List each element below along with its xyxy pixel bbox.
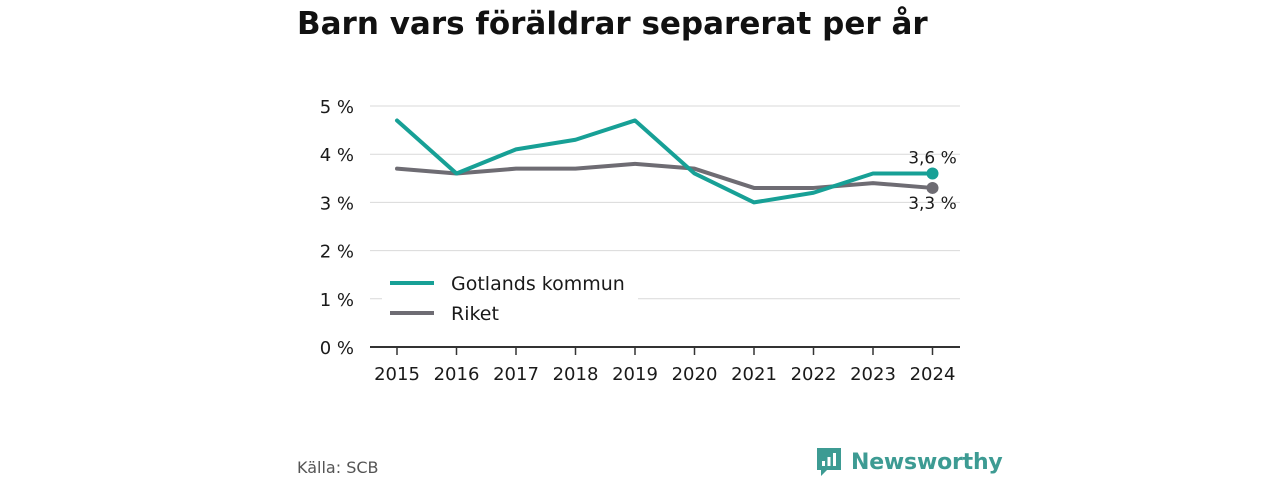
x-tick-label: 2022 xyxy=(791,364,837,385)
end-value-label: 3,6 % xyxy=(908,148,957,168)
series-line-riket xyxy=(395,161,935,190)
y-tick-label: 1 % xyxy=(320,290,354,311)
x-tick-label: 2019 xyxy=(612,364,658,385)
x-tick-label: 2021 xyxy=(731,364,777,385)
y-tick-label: 4 % xyxy=(320,145,354,166)
chart-title: Barn vars föräldrar separerat per år xyxy=(297,6,928,42)
x-tick-label: 2015 xyxy=(374,364,420,385)
y-tick-label: 5 % xyxy=(320,97,354,118)
legend-label: Riket xyxy=(451,303,499,325)
x-tick-label: 2017 xyxy=(493,364,539,385)
y-tick-label: 2 % xyxy=(320,242,354,263)
x-tick-label: 2020 xyxy=(672,364,718,385)
legend-label: Gotlands kommun xyxy=(451,273,625,295)
newsworthy-logo-icon xyxy=(817,448,841,476)
x-tick-label: 2023 xyxy=(850,364,896,385)
series-end-point-riket xyxy=(926,181,939,194)
x-tick-label: 2018 xyxy=(553,364,599,385)
legend-background xyxy=(382,266,638,332)
end-value-label: 3,3 % xyxy=(908,194,957,214)
y-tick-label: 0 % xyxy=(320,338,354,359)
x-tick-label: 2024 xyxy=(910,364,956,385)
series-line-gotlands-kommun xyxy=(395,118,935,205)
brand-name: Newsworthy xyxy=(851,449,1003,475)
y-tick-label: 3 % xyxy=(320,193,354,214)
brand-logo: Newsworthy xyxy=(815,446,1003,478)
x-tick-label: 2016 xyxy=(434,364,480,385)
series-end-point-gotlands-kommun xyxy=(926,167,939,180)
source-label: Källa: SCB xyxy=(297,458,379,477)
